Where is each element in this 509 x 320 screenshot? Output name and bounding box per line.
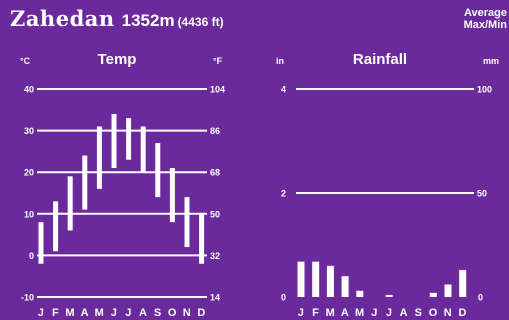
temp-bar: [67, 176, 73, 231]
rain-unit-mm: mm: [483, 56, 499, 66]
rain-month-label: M: [355, 307, 365, 319]
rain-unit-inches: in: [276, 56, 284, 66]
temp-month-label: S: [154, 307, 162, 319]
temp-bar: [126, 118, 132, 160]
rain-month-label: F: [312, 307, 319, 319]
temp-bar: [140, 126, 146, 173]
temp-tick-right: 50: [210, 209, 220, 219]
temp-unit-fahrenheit: °F: [213, 56, 223, 66]
rain-month-label: O: [429, 307, 438, 319]
legend-line-1: Average: [463, 7, 507, 19]
rain-tick-left: 0: [281, 293, 286, 303]
temp-bar: [38, 222, 44, 264]
legend-average: Average Max/Min: [464, 7, 507, 31]
rain-month-label: J: [298, 307, 305, 319]
station-name: Zahedan: [10, 6, 115, 31]
rain-tick-right: 50: [477, 189, 487, 199]
temp-bar: [82, 155, 88, 210]
temp-month-label: N: [183, 307, 191, 319]
temp-tick-right: 104: [210, 85, 225, 95]
rain-month-label: A: [400, 307, 408, 319]
rain-month-label: S: [415, 307, 423, 319]
temp-month-label: D: [197, 307, 205, 319]
temp-month-label: J: [125, 307, 132, 319]
temp-tick-right: 32: [210, 251, 220, 261]
temp-tick-left: -10: [21, 293, 34, 303]
rain-bar: [312, 261, 320, 297]
rain-month-label: J: [386, 307, 393, 319]
temp-bar: [96, 126, 102, 189]
temp-tick-left: 10: [24, 209, 34, 219]
elevation-feet: (4436 ft): [177, 15, 224, 29]
temp-month-label: J: [38, 307, 45, 319]
rain-bar: [356, 290, 364, 297]
rain-bar: [444, 284, 452, 297]
temp-month-label: J: [111, 307, 118, 319]
temp-bar: [169, 168, 175, 223]
rain-bar: [459, 269, 467, 297]
elevation-meters: 1352m: [121, 11, 175, 30]
rain-month-label: J: [371, 307, 378, 319]
temp-month-label: O: [168, 307, 177, 319]
rain-month-label: M: [326, 307, 336, 319]
rain-tick-right: 0: [478, 293, 483, 303]
chart-header: Zahedan 1352m (4436 ft): [10, 6, 224, 31]
rain-tick-right: 100: [477, 85, 492, 95]
rain-tick-left: 2: [281, 189, 286, 199]
temp-month-label: A: [81, 307, 89, 319]
temp-tick-left: 0: [29, 251, 34, 261]
rain-bar: [385, 294, 393, 297]
temp-bar: [184, 197, 190, 248]
temp-month-label: F: [52, 307, 59, 319]
rain-bar: [429, 292, 437, 297]
rain-month-label: D: [458, 307, 466, 319]
rain-bar: [326, 265, 334, 297]
temp-tick-left: 30: [24, 126, 34, 136]
rain-month-label: N: [444, 307, 452, 319]
temp-month-label: A: [139, 307, 147, 319]
temp-bar: [111, 113, 117, 169]
rain-bar: [341, 276, 349, 297]
temp-month-label: M: [65, 307, 75, 319]
temp-tick-right: 86: [210, 126, 220, 136]
rain-tick-left: 4: [281, 85, 286, 95]
temp-bar: [155, 143, 161, 198]
rain-bar: [297, 261, 305, 297]
legend-line-2: Max/Min: [463, 19, 507, 31]
temp-tick-left: 40: [24, 85, 34, 95]
temp-tick-right: 14: [210, 293, 220, 303]
temp-title: Temp: [98, 51, 137, 68]
temp-unit-celsius: °C: [20, 56, 31, 66]
rain-title: Rainfall: [353, 51, 407, 68]
temp-bar: [199, 213, 205, 264]
temp-tick-left: 20: [24, 168, 34, 178]
rain-month-label: A: [341, 307, 349, 319]
temp-month-label: M: [95, 307, 105, 319]
temp-bar: [53, 201, 59, 252]
temp-tick-right: 68: [210, 168, 220, 178]
